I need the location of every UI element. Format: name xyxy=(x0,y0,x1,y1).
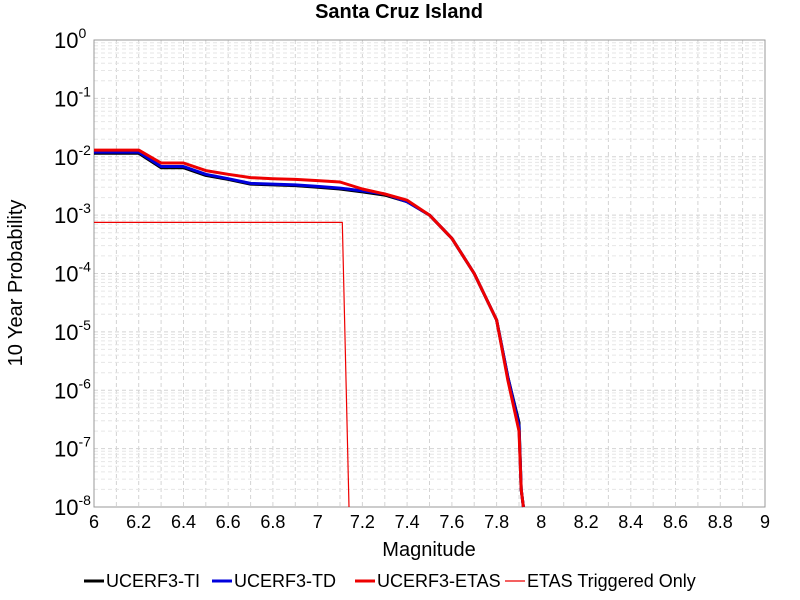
x-tick-label: 6 xyxy=(89,512,99,532)
x-tick-labels: 6 6.2 6.4 6.6 6.8 7 7.2 7.4 7.6 7.8 8 8.2 8.4 8.6 8.8 9 xyxy=(89,512,770,532)
x-tick-label: 6.2 xyxy=(126,512,151,532)
legend: UCERF3-TI UCERF3-TD UCERF3-ETAS ETAS Trigge… xyxy=(84,571,696,591)
y-axis-label: 10 Year Probability xyxy=(5,200,27,367)
y-tick-label: 10-7 xyxy=(54,434,91,462)
x-tick-label: 8.4 xyxy=(618,512,643,532)
legend-label-1: UCERF3-TI xyxy=(106,571,200,591)
x-tick-label: 7.4 xyxy=(395,512,420,532)
legend-label-2: UCERF3-TD xyxy=(234,571,336,591)
plot-frame xyxy=(93,39,766,508)
legend-label-3: UCERF3-ETAS xyxy=(377,571,501,591)
y-tick-label: 10-3 xyxy=(54,200,91,228)
x-tick-label: 8.2 xyxy=(574,512,599,532)
x-tick-label: 8.8 xyxy=(708,512,733,532)
x-tick-label: 8 xyxy=(536,512,546,532)
y-tick-label: 10-1 xyxy=(54,83,91,111)
grid xyxy=(94,39,765,508)
series-line-4 xyxy=(94,221,350,508)
x-tick-label: 6.6 xyxy=(216,512,241,532)
series-layer xyxy=(94,148,525,508)
x-tick-label: 7.8 xyxy=(484,512,509,532)
y-tick-label: 10-8 xyxy=(54,492,91,520)
chart-title: Santa Cruz Island xyxy=(315,1,483,23)
x-tick-label: 8.6 xyxy=(663,512,688,532)
y-tick-label: 10-5 xyxy=(54,317,91,345)
series-line-2 xyxy=(94,150,525,508)
y-tick-label: 10-4 xyxy=(54,259,91,287)
legend-label-4: ETAS Triggered Only xyxy=(527,571,696,591)
x-tick-label: 7 xyxy=(313,512,323,532)
x-tick-label: 7.2 xyxy=(350,512,375,532)
x-tick-label: 7.6 xyxy=(439,512,464,532)
y-tick-labels: 100 10-1 10-2 10-3 10-4 10-5 10-6 10-7 10-8 xyxy=(54,25,91,520)
y-tick-label: 10-6 xyxy=(54,375,91,403)
y-tick-label: 10-2 xyxy=(54,142,91,170)
series-line-3 xyxy=(94,148,525,508)
x-tick-label: 9 xyxy=(760,512,770,532)
x-axis-label: Magnitude xyxy=(382,539,475,561)
y-tick-label: 100 xyxy=(54,25,86,53)
x-tick-label: 6.4 xyxy=(171,512,196,532)
x-tick-label: 6.8 xyxy=(260,512,285,532)
